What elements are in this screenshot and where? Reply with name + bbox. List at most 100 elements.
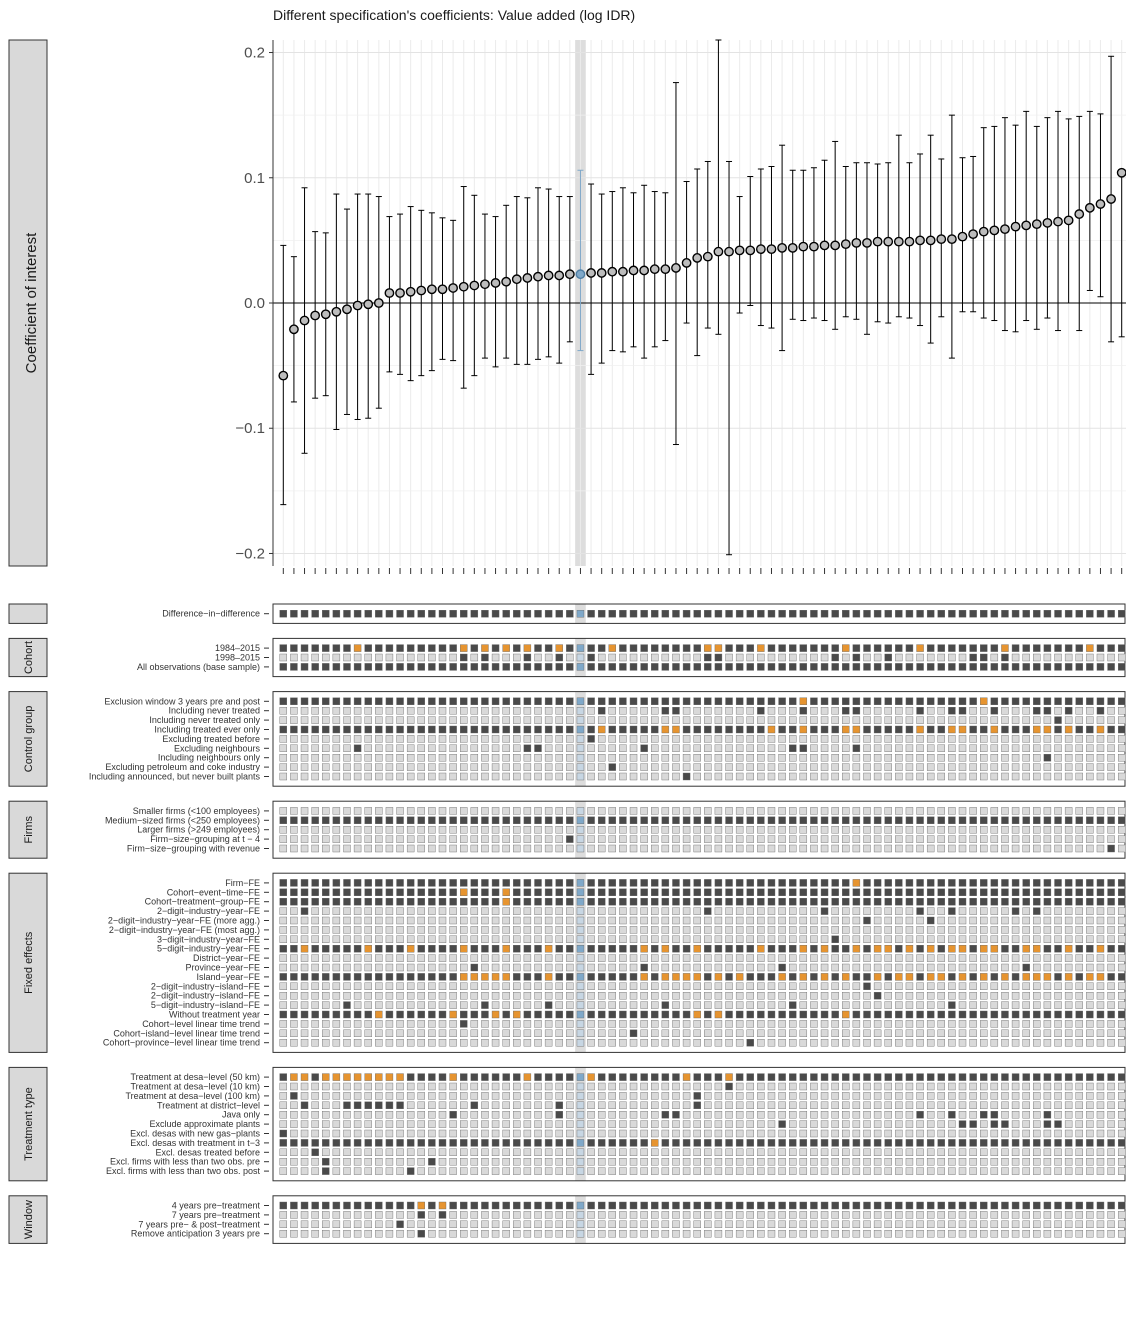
indicator-square <box>406 1167 415 1175</box>
indicator-square <box>1043 826 1052 834</box>
indicator-square <box>958 816 967 824</box>
indicator-square <box>1096 697 1105 705</box>
indicator-square <box>969 1110 977 1119</box>
indicator-square <box>385 1167 394 1175</box>
indicator-square <box>322 1139 330 1147</box>
indicator-square <box>544 663 553 671</box>
indicator-square <box>767 1139 776 1147</box>
indicator-square <box>375 697 383 705</box>
estimate-point <box>915 235 925 246</box>
indicator-square <box>534 1148 542 1157</box>
indicator-square <box>1043 1082 1052 1091</box>
indicator-square <box>1033 1148 1041 1157</box>
indicator-square <box>895 697 903 705</box>
indicator-square <box>332 835 341 843</box>
indicator-square <box>1054 926 1062 934</box>
indicator-square <box>799 926 808 934</box>
indicator-square <box>619 610 627 618</box>
indicator-square <box>1064 1220 1073 1229</box>
indicator-square <box>279 1082 288 1091</box>
indicator-square <box>820 963 829 972</box>
indicator-square <box>980 754 988 762</box>
indicator-square <box>852 1082 861 1091</box>
indicator-square <box>969 1201 977 1210</box>
indicator-square <box>1075 963 1083 972</box>
indicator-square <box>714 1038 723 1047</box>
indicator-square <box>290 1229 298 1238</box>
indicator-square <box>704 835 712 843</box>
indicator-square <box>948 844 956 853</box>
indicator-square <box>852 725 861 734</box>
estimate-point <box>1074 209 1085 219</box>
chart-title: Different specification's coefficients: … <box>273 7 635 23</box>
indicator-square <box>1011 807 1020 815</box>
indicator-square <box>842 1120 850 1128</box>
panel-strip-label: Window <box>23 1200 35 1239</box>
indicator-square <box>332 963 341 972</box>
indicator-square <box>820 898 829 906</box>
indicator-square <box>1117 973 1126 981</box>
indicator-square <box>873 844 882 853</box>
indicator-square <box>332 945 341 953</box>
indicator-square <box>863 754 871 762</box>
indicator-square <box>353 992 362 1000</box>
indicator-square <box>842 1092 850 1100</box>
indicator-square <box>353 926 362 934</box>
indicator-square <box>449 1157 457 1166</box>
indicator-square <box>523 725 532 734</box>
indicator-square <box>1011 763 1020 771</box>
estimate-point <box>554 270 565 281</box>
indicator-square <box>396 1167 404 1175</box>
indicator-square <box>279 653 288 662</box>
indicator-square <box>353 907 362 915</box>
indicator-square <box>1001 954 1009 962</box>
indicator-square <box>428 644 436 652</box>
indicator-square <box>460 644 468 652</box>
indicator-square <box>502 644 510 652</box>
indicator-square <box>449 844 457 853</box>
indicator-square <box>566 888 574 896</box>
indicator-square <box>449 725 457 734</box>
indicator-square <box>1022 926 1030 934</box>
indicator-square <box>417 707 425 715</box>
indicator-square <box>926 610 935 618</box>
indicator-square <box>491 844 500 853</box>
indicator-square <box>661 1082 670 1091</box>
indicator-square <box>958 907 967 915</box>
indicator-square <box>873 707 882 715</box>
indicator-square <box>491 898 500 906</box>
indicator-square <box>1064 725 1073 734</box>
indicator-square <box>1064 935 1073 943</box>
indicator-square <box>438 697 447 705</box>
indicator-square <box>353 879 362 887</box>
indicator-square <box>958 610 967 618</box>
indicator-square <box>523 744 532 752</box>
indicator-square <box>406 844 415 853</box>
indicator-square <box>1117 1229 1126 1238</box>
indicator-square <box>714 697 723 705</box>
indicator-square <box>693 1139 701 1147</box>
indicator-square <box>597 954 606 962</box>
indicator-square <box>704 1167 712 1175</box>
indicator-square <box>587 707 595 715</box>
indicator-square <box>767 1073 776 1081</box>
indicator-square <box>513 1220 521 1229</box>
indicator-square <box>375 744 383 752</box>
indicator-square <box>831 1167 839 1175</box>
indicator-square <box>672 916 680 925</box>
indicator-square <box>449 926 457 934</box>
indicator-square <box>597 973 606 981</box>
indicator-square <box>1117 663 1126 671</box>
indicator-square <box>1043 1020 1052 1028</box>
row-label: 2−digit−industry−island−FE <box>151 991 260 1001</box>
indicator-square <box>566 1157 574 1166</box>
indicator-square <box>682 772 691 781</box>
indicator-square <box>873 926 882 934</box>
indicator-square <box>863 826 871 834</box>
indicator-square <box>502 1001 510 1009</box>
indicator-square <box>1022 1082 1030 1091</box>
indicator-square <box>566 982 574 990</box>
indicator-square <box>767 916 776 925</box>
indicator-square <box>672 1211 680 1219</box>
indicator-square <box>544 1229 553 1238</box>
